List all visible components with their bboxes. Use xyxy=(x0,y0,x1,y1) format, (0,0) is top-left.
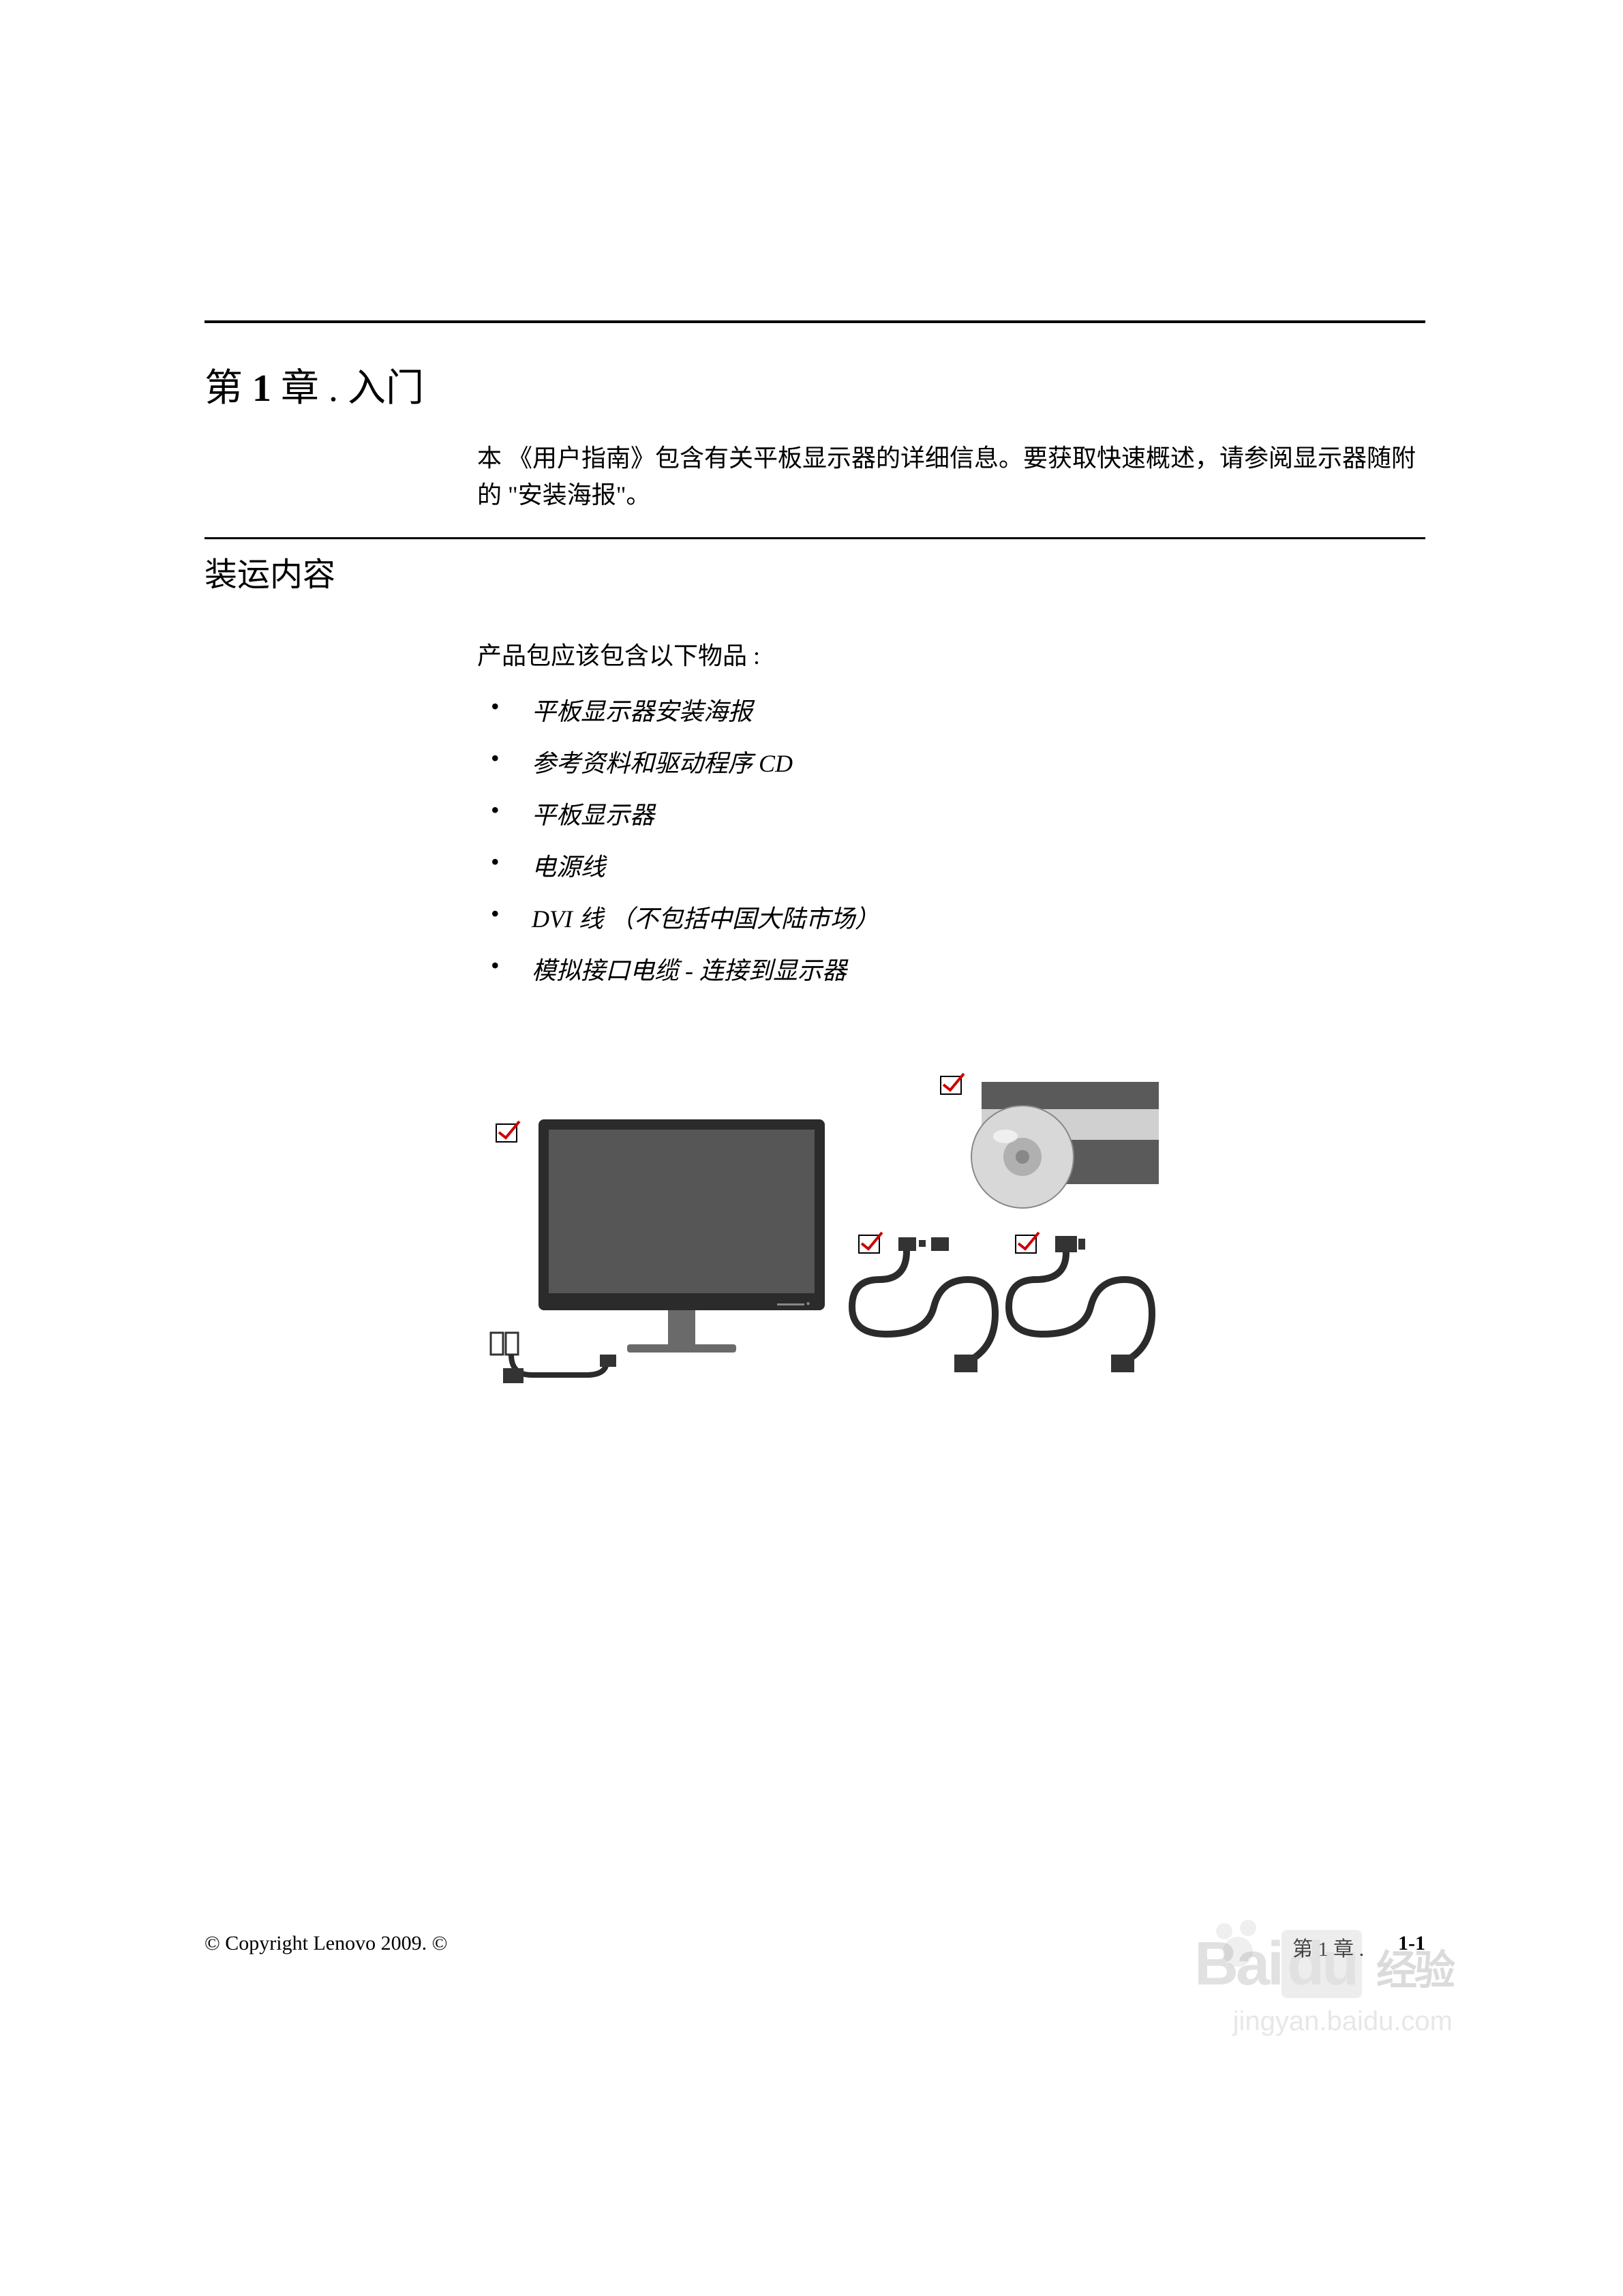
cd-icon xyxy=(971,1106,1074,1208)
copyright-text: © Copyright Lenovo 2009. © xyxy=(204,1932,447,1962)
power-cable-icon xyxy=(852,1237,995,1372)
section-rule xyxy=(204,537,1425,539)
monitor-cable-icon xyxy=(491,1333,616,1383)
list-item: 电源线 xyxy=(477,847,1425,883)
chapter-name: 入门 xyxy=(348,367,424,410)
list-item: 平板显示器安装海报 xyxy=(477,692,1425,727)
watermark-url: jingyan.baidu.com xyxy=(1194,2006,1453,2037)
section-title: 装运内容 xyxy=(204,547,1425,595)
watermark-brand-cn: 经验 xyxy=(1376,1948,1453,1993)
chapter-prefix: 第 xyxy=(204,367,243,410)
list-item: 参考资料和驱动程序 CD xyxy=(477,744,1425,779)
section-intro: 产品包应该包含以下物品 : xyxy=(477,636,1425,671)
watermark: Baidu 经验 jingyan.baidu.com xyxy=(1194,1929,1453,2037)
watermark-brand-en: Bai xyxy=(1194,1930,1281,1998)
items-list: 平板显示器安装海报 参考资料和驱动程序 CD 平板显示器 电源线 DVI 线 （… xyxy=(477,692,1425,986)
list-item: DVI 线 （不包括中国大陆市场） xyxy=(477,899,1425,935)
monitor-icon: ▬▬▬▬ ● xyxy=(539,1119,825,1353)
top-rule xyxy=(204,320,1425,323)
check-icon xyxy=(941,1074,964,1094)
chapter-mid: 章 . xyxy=(281,367,338,410)
diagram-svg: ▬▬▬▬ ● xyxy=(477,1068,1227,1430)
check-icon xyxy=(496,1121,519,1142)
list-item: 模拟接口电缆 - 连接到显示器 xyxy=(477,951,1425,986)
check-icon xyxy=(859,1233,882,1253)
chapter-num: 1 xyxy=(252,367,271,410)
watermark-brand-du: du xyxy=(1281,1930,1362,1998)
package-diagram: ▬▬▬▬ ● xyxy=(477,1068,1227,1430)
svg-text:▬▬▬▬ ●: ▬▬▬▬ ● xyxy=(777,1300,810,1308)
check-icon xyxy=(1016,1233,1039,1253)
watermark-logo: Baidu 经验 xyxy=(1194,1929,1453,1999)
intro-text: 本 《用户指南》包含有关平板显示器的详细信息。要获取快速概述，请参阅显示器随附的… xyxy=(477,440,1425,513)
signal-cable-icon xyxy=(1009,1236,1152,1372)
chapter-title: 第 1 章 . 入门 xyxy=(204,357,1425,412)
list-item: 平板显示器 xyxy=(477,796,1425,831)
